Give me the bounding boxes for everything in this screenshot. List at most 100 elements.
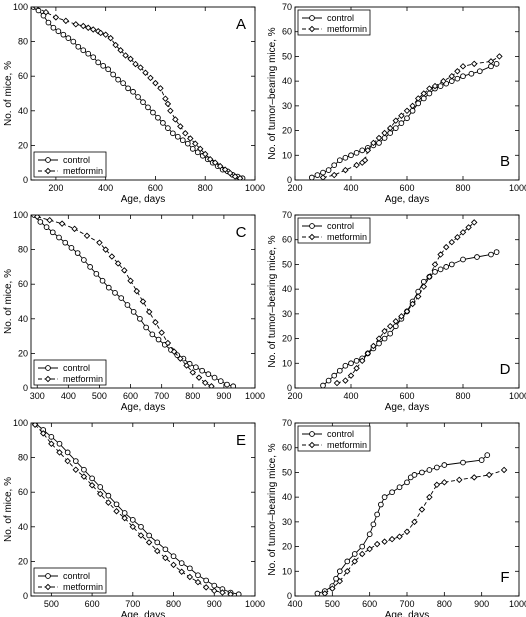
panel-f-series-metformin-point: [403, 528, 411, 535]
panel-f-series-metformin-point: [329, 585, 336, 592]
panel-d-series-control-point: [342, 362, 349, 369]
panel-f-series-control-point: [411, 472, 418, 478]
panel-c-panel-letter: C: [236, 224, 247, 241]
panel-c-series-control-point: [217, 378, 224, 384]
panel-a-legend-label: metformin: [63, 166, 103, 176]
panel-a-series-metformin-point: [142, 69, 149, 76]
panel-f-ytick-label: 0: [287, 591, 292, 601]
panel-a-series-control-point: [85, 50, 92, 57]
panel-c-x-axis-label: Age, days: [121, 402, 165, 413]
panel-e-series-control-point: [170, 553, 177, 560]
panel-b-series-metformin-point: [403, 107, 411, 115]
panel-f-series-control-point: [333, 575, 339, 582]
panel-e-series-metformin-point: [105, 499, 112, 506]
panel-f-series-metformin-point: [485, 471, 493, 479]
panel-a-series-control-point: [55, 28, 62, 35]
panel-a-series-control-point: [135, 94, 141, 100]
panel-a-series-control-point: [40, 12, 47, 19]
panel-a-series-metformin-point: [152, 79, 159, 87]
panel-c-xtick-label: 800: [185, 391, 200, 401]
panel-a-series-metformin-point: [97, 29, 104, 37]
panel-e-series-metformin-point: [96, 490, 104, 498]
panel-b-series-control-point: [336, 157, 343, 164]
panel-b-series-control-point: [460, 73, 466, 80]
panel-f-series-control-point: [351, 551, 358, 557]
panel-b-series-metformin-point: [375, 134, 383, 142]
panel-e: 500 600 700 800 900 1000 0 20 40 60 80 100 Age, days…: [3, 418, 265, 617]
panel-a-x-axis-label: Age, days: [121, 194, 165, 205]
panel-d-series-control-point: [331, 372, 338, 379]
panel-e-series-metformin-point: [137, 532, 145, 539]
panel-b: 200 400 600 800 1000 0 10 20 30 40 50 60 70 Age, days…: [267, 2, 526, 205]
panel-a-series-metformin-point: [221, 166, 229, 173]
panel-f-axes-frame: [294, 422, 520, 597]
panel-e-ytick-label: 80: [18, 453, 28, 463]
panel-e-ytick-label: 20: [18, 556, 28, 566]
panel-a-series-control-point: [150, 109, 156, 116]
panel-c-series-control-point: [224, 381, 230, 388]
panel-b-series-control-point: [376, 140, 382, 146]
panel-a-series-control-point: [140, 99, 146, 106]
panel-d-series-metformin-point: [398, 313, 405, 320]
panel-b-series-metformin-point: [342, 166, 349, 174]
panel-e-series-control-point: [89, 475, 95, 482]
panel-b-series-metformin-point: [420, 90, 428, 97]
panel-b-series-metformin-point: [440, 77, 447, 85]
panel-d-xtick-label: 600: [399, 391, 414, 401]
panel-a-plot-area: [31, 7, 246, 180]
panel-c-series-metformin-point: [189, 369, 197, 376]
panel-f-series-control-point: [359, 543, 366, 550]
panel-d-legend-label: metformin: [327, 232, 367, 242]
panel-a-series-metformin-point: [147, 74, 154, 82]
panel-c-ytick-label: 0: [23, 383, 28, 393]
panel-c-y-axis-label: No. of mice, %: [3, 269, 14, 334]
panel-e-xtick-label: 800: [166, 599, 181, 609]
panel-c-series-control-point: [149, 331, 156, 338]
panel-a-series-control-point: [95, 59, 102, 66]
panel-f-series-metformin-point: [456, 476, 463, 484]
panel-a-series-metformin-point: [52, 14, 60, 21]
panel-e-xtick-label: 500: [44, 599, 59, 609]
panel-c-series-control-point: [68, 245, 75, 251]
panel-d-panel-letter: D: [500, 361, 511, 378]
panel-f-ytick-label: 20: [282, 542, 292, 552]
panel-a-series-metformin-point: [42, 8, 50, 16]
panel-b-series-metformin-point: [414, 95, 422, 102]
panel-b-series-control-point: [420, 95, 427, 102]
panel-d-y-axis-label: No. of tumor–bearing mice, %: [267, 235, 278, 367]
panel-b-series-control-point: [314, 172, 321, 178]
panel-a: 200 400 600 800 1000 0 20 40 60 80 100 Age, days No.…: [3, 2, 265, 205]
panel-a-series-metformin-point: [89, 26, 97, 33]
panel-f-series-metformin-point: [470, 474, 478, 481]
panel-a-series-control-point: [75, 43, 82, 50]
panel-d-series-metformin-point: [403, 308, 411, 315]
panel-a-series-metformin-point: [192, 140, 199, 147]
panel-b-series-metformin-point: [487, 58, 495, 65]
panel-c-plot-area: [31, 215, 237, 388]
panel-f-series-control-line: [317, 454, 488, 594]
panel-c-series-metformin-point: [102, 246, 109, 253]
panel-d-ytick-label: 10: [282, 358, 292, 368]
panel-c-ytick-label: 20: [18, 348, 28, 358]
panel-b-plot-area: [308, 53, 503, 180]
panel-d-series-metformin-point: [459, 229, 467, 236]
panel-c-series-control-point: [74, 250, 81, 256]
panel-a-series-metformin-point: [117, 47, 124, 54]
panel-f-series-control-point: [434, 464, 440, 471]
panel-c-legend-box: [33, 359, 107, 386]
panel-f-series-control-point: [419, 469, 425, 476]
panel-a-series-control-point: [170, 130, 176, 137]
panel-e-series-control-point: [121, 510, 128, 516]
panel-c-series-metformin-point: [83, 232, 91, 239]
panel-a-xtick-label: 1000: [245, 183, 265, 193]
panel-b-legend-swatch-marker: [309, 15, 315, 21]
panel-d-x-axis-label: Age, days: [385, 402, 429, 413]
panel-d-series-metformin-point: [409, 300, 416, 308]
panel-f-series-metformin-point: [411, 518, 418, 526]
panel-c: 300 400 500 600 700 800 900 1000 0 20 40 60 80 100 Age…: [3, 210, 265, 413]
panel-e-plot-area: [31, 423, 242, 596]
panel-b-y-axis-label: No. of tumor–bearing mice, %: [267, 27, 278, 159]
panel-b-series-control-point: [353, 149, 360, 156]
